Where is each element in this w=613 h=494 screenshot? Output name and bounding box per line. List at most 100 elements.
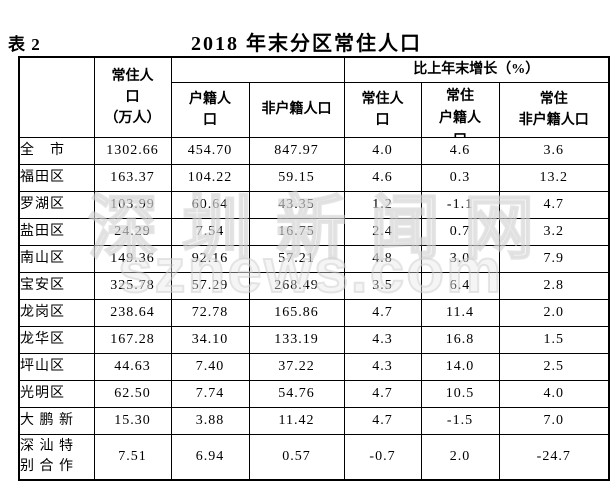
value-cell: 92.16 <box>170 244 250 273</box>
value-cell: 7.51 <box>93 433 172 481</box>
value-cell: 268.49 <box>248 271 345 300</box>
district-cell: 深 汕 特 别 合 作 <box>18 433 95 481</box>
value-cell: 238.64 <box>93 298 172 327</box>
table-row: 南山区 149.36 92.16 57.21 4.8 3.0 7.9 <box>18 244 610 273</box>
district-cell: 坪山区 <box>18 352 95 381</box>
value-cell: 7.74 <box>170 379 250 408</box>
table-row: 大 鹏 新 15.30 3.88 11.42 4.7 -1.5 7.0 <box>18 406 610 435</box>
value-cell: 1.5 <box>498 325 610 354</box>
value-cell: 57.29 <box>170 271 250 300</box>
value-cell: 6.94 <box>170 433 250 481</box>
value-cell: 7.0 <box>498 406 610 435</box>
table-number-label: 表 2 <box>8 35 41 54</box>
value-cell: 2.4 <box>343 217 422 246</box>
value-cell: 104.22 <box>170 163 250 192</box>
value-cell: 14.0 <box>420 352 500 381</box>
value-cell: 163.37 <box>93 163 172 192</box>
header-hukou-pop: 户籍人 口 <box>170 81 250 138</box>
value-cell: 43.35 <box>248 190 345 219</box>
table-row: 全 市 1302.66 454.70 847.97 4.0 4.6 3.6 <box>18 136 610 165</box>
district-cell: 全 市 <box>18 136 95 165</box>
value-cell: 133.19 <box>248 325 345 354</box>
header-empty-group <box>170 56 345 83</box>
value-cell: 54.76 <box>248 379 345 408</box>
value-cell: 325.78 <box>93 271 172 300</box>
value-cell: 0.7 <box>420 217 500 246</box>
value-cell: 10.5 <box>420 379 500 408</box>
value-cell: 3.6 <box>498 136 610 165</box>
value-cell: 7.40 <box>170 352 250 381</box>
value-cell: 3.5 <box>343 271 422 300</box>
value-cell: 4.8 <box>343 244 422 273</box>
value-cell: 3.2 <box>498 217 610 246</box>
value-cell: -1.1 <box>420 190 500 219</box>
value-cell: 3.0 <box>420 244 500 273</box>
value-cell: 62.50 <box>93 379 172 408</box>
value-cell: -1.5 <box>420 406 500 435</box>
value-cell: 4.6 <box>343 163 422 192</box>
value-cell: 7.54 <box>170 217 250 246</box>
table-row: 坪山区 44.63 7.40 37.22 4.3 14.0 2.5 <box>18 352 610 381</box>
district-cell: 福田区 <box>18 163 95 192</box>
table-row: 光明区 62.50 7.74 54.76 4.7 10.5 4.0 <box>18 379 610 408</box>
value-cell: 16.75 <box>248 217 345 246</box>
value-cell: 4.7 <box>343 298 422 327</box>
value-cell: -0.7 <box>343 433 422 481</box>
header-growth-resident: 常住人 口 <box>343 81 422 138</box>
value-cell: 2.0 <box>420 433 500 481</box>
value-cell: 16.8 <box>420 325 500 354</box>
title-row: 表 2 2018 年末分区常住人口 <box>0 27 613 55</box>
header-growth-group: 比上年末增长（%） <box>343 56 610 83</box>
value-cell: 72.78 <box>170 298 250 327</box>
value-cell: 167.28 <box>93 325 172 354</box>
header-district-empty <box>18 56 95 138</box>
table-row: 罗湖区 103.99 60.64 43.35 1.2 -1.1 4.7 <box>18 190 610 219</box>
value-cell: 4.0 <box>343 136 422 165</box>
table-row: 深 汕 特 别 合 作 7.51 6.94 0.57 -0.7 2.0 -24.7 <box>18 433 610 481</box>
value-cell: 1302.66 <box>93 136 172 165</box>
value-cell: 11.4 <box>420 298 500 327</box>
value-cell: 57.21 <box>248 244 345 273</box>
value-cell: 4.3 <box>343 352 422 381</box>
value-cell: 454.70 <box>170 136 250 165</box>
district-cell: 宝安区 <box>18 271 95 300</box>
table-row: 宝安区 325.78 57.29 268.49 3.5 6.4 2.8 <box>18 271 610 300</box>
district-cell: 大 鹏 新 <box>18 406 95 435</box>
header-growth-non-hukou: 常住 非户籍人口 <box>498 81 610 138</box>
value-cell: 165.86 <box>248 298 345 327</box>
value-cell: 11.42 <box>248 406 345 435</box>
value-cell: 0.3 <box>420 163 500 192</box>
value-cell: 3.88 <box>170 406 250 435</box>
value-cell: 149.36 <box>93 244 172 273</box>
value-cell: 4.0 <box>498 379 610 408</box>
value-cell: 34.10 <box>170 325 250 354</box>
value-cell: 2.5 <box>498 352 610 381</box>
value-cell: 4.7 <box>498 190 610 219</box>
value-cell: 0.57 <box>248 433 345 481</box>
value-cell: 4.7 <box>343 406 422 435</box>
value-cell: 4.3 <box>343 325 422 354</box>
header-growth-hukou: 常住 户籍人 口 <box>420 81 500 138</box>
value-cell: 7.9 <box>498 244 610 273</box>
table-row: 龙华区 167.28 34.10 133.19 4.3 16.8 1.5 <box>18 325 610 354</box>
value-cell: 13.2 <box>498 163 610 192</box>
district-cell: 盐田区 <box>18 217 95 246</box>
table-row: 龙岗区 238.64 72.78 165.86 4.7 11.4 2.0 <box>18 298 610 327</box>
district-cell: 光明区 <box>18 379 95 408</box>
value-cell: 2.0 <box>498 298 610 327</box>
value-cell: -24.7 <box>498 433 610 481</box>
value-cell: 2.8 <box>498 271 610 300</box>
population-table: 常住人 口 （万人） 比上年末增长（%） 户籍人 口 非户籍人口 常住人 口 常… <box>18 56 610 481</box>
value-cell: 44.63 <box>93 352 172 381</box>
value-cell: 6.4 <box>420 271 500 300</box>
value-cell: 1.2 <box>343 190 422 219</box>
district-cell: 罗湖区 <box>18 190 95 219</box>
value-cell: 847.97 <box>248 136 345 165</box>
value-cell: 4.7 <box>343 379 422 408</box>
value-cell: 103.99 <box>93 190 172 219</box>
value-cell: 4.6 <box>420 136 500 165</box>
value-cell: 24.29 <box>93 217 172 246</box>
district-cell: 南山区 <box>18 244 95 273</box>
value-cell: 59.15 <box>248 163 345 192</box>
